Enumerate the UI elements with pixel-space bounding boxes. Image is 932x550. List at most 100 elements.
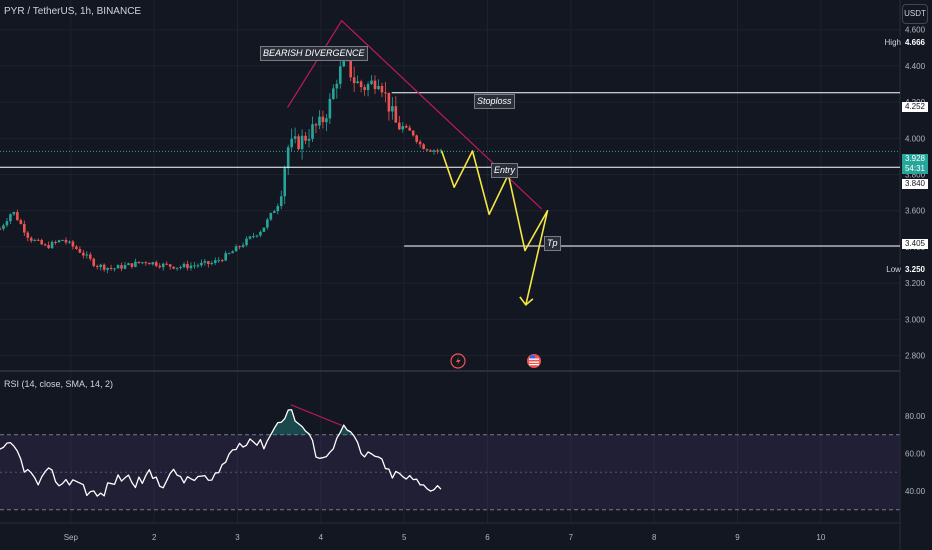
candle-body xyxy=(387,92,391,112)
candle-body xyxy=(429,150,432,152)
candle-body xyxy=(5,221,9,226)
candle-body xyxy=(349,58,352,78)
candle-body xyxy=(245,238,248,246)
rsi-divergence-line[interactable] xyxy=(290,404,342,426)
candle-body xyxy=(130,263,134,267)
lightning-icon[interactable] xyxy=(450,353,466,369)
candle-body xyxy=(88,254,92,259)
rsi-overbought-fill xyxy=(270,409,355,435)
candle-body xyxy=(92,258,96,266)
candle-body xyxy=(338,66,342,84)
bar-countdown: 54:31 xyxy=(904,164,925,173)
candle-body xyxy=(29,237,33,241)
candle-body xyxy=(106,267,109,270)
entry-price-tag: 3.840 xyxy=(901,179,928,189)
rsi-tick-label: 80.00 xyxy=(905,412,926,421)
time-tick-label: 7 xyxy=(569,533,574,542)
price-tick-label: 4.000 xyxy=(905,134,926,143)
entry-label[interactable]: Entry xyxy=(491,163,519,178)
candle-body xyxy=(290,138,293,148)
time-tick-label: 4 xyxy=(319,533,324,542)
candle-body xyxy=(179,267,182,269)
candle-body xyxy=(19,220,23,224)
candle-body xyxy=(144,262,148,264)
candle-body xyxy=(370,80,373,85)
candle-body xyxy=(363,87,366,91)
candle-body xyxy=(151,262,155,265)
candle-body xyxy=(85,254,89,256)
symbol-title[interactable]: PYR / TetherUS, 1h, BINANCE xyxy=(4,6,142,17)
candle-body xyxy=(71,241,75,247)
candle-body xyxy=(68,241,71,243)
candle-body xyxy=(255,235,259,237)
candle-body xyxy=(377,86,380,90)
divergence-trendline[interactable] xyxy=(286,19,543,210)
candle-body xyxy=(380,86,384,93)
candle-body xyxy=(54,241,57,243)
candle-body xyxy=(175,267,179,269)
candle-body xyxy=(141,262,144,264)
candle-body xyxy=(154,262,158,266)
candle-body xyxy=(314,124,318,126)
candle-body xyxy=(325,118,328,123)
candle-body xyxy=(200,262,203,266)
candle-body xyxy=(384,92,387,94)
candle-body xyxy=(61,239,64,241)
candle-body xyxy=(439,149,443,151)
candle-body xyxy=(342,59,346,67)
high-value: 4.666 xyxy=(904,38,925,47)
candle-body xyxy=(234,246,238,252)
candle-body xyxy=(127,263,130,265)
time-tick-label: 5 xyxy=(402,533,407,542)
candle-body xyxy=(238,246,241,248)
candle-body xyxy=(304,135,307,141)
candle-body xyxy=(158,265,162,268)
candle-body xyxy=(168,264,172,267)
currency-button[interactable]: USDT xyxy=(902,4,928,24)
tp-label[interactable]: Tp xyxy=(544,236,561,251)
candle-body xyxy=(78,249,82,253)
time-tick-label: 2 xyxy=(152,533,157,542)
candle-body xyxy=(411,130,415,136)
candle-body xyxy=(26,232,30,238)
divergence-label[interactable]: BEARISH DIVERGENCE xyxy=(260,46,368,61)
candle-body xyxy=(307,138,311,141)
candle-body xyxy=(259,231,262,236)
candle-body xyxy=(401,126,405,130)
candle-body xyxy=(196,265,200,267)
candle-body xyxy=(220,260,224,262)
candle-body xyxy=(210,262,214,265)
candle-body xyxy=(269,212,273,220)
candle-body xyxy=(134,261,137,267)
price-tick-label: 3.200 xyxy=(905,279,926,288)
candle-body xyxy=(328,98,332,119)
candles xyxy=(0,54,443,274)
candle-body xyxy=(248,236,252,239)
candle-body xyxy=(193,265,196,267)
rsi-indicator-title[interactable]: RSI (14, close, SMA, 14, 2) xyxy=(4,379,114,389)
candle-body xyxy=(273,211,276,213)
low-value: 3.250 xyxy=(904,265,925,274)
time-tick-label: 9 xyxy=(735,533,740,542)
price-axis-ticks: 4.6004.4004.2004.0003.8003.6003.4003.200… xyxy=(905,26,926,361)
candle-body xyxy=(137,261,141,263)
candle-body xyxy=(23,223,26,233)
candle-body xyxy=(116,265,120,269)
candle-body xyxy=(293,136,297,139)
time-tick-label: 10 xyxy=(816,533,825,542)
candle-body xyxy=(311,124,314,139)
low-label: Low xyxy=(886,265,901,274)
candle-body xyxy=(266,219,269,228)
candle-body xyxy=(391,106,394,112)
projection-zigzag[interactable] xyxy=(440,150,549,306)
projection-arrowhead xyxy=(519,296,534,307)
candle-body xyxy=(373,80,377,90)
us-flag-event-icon[interactable] xyxy=(527,354,541,368)
candle-body xyxy=(109,267,113,269)
stoploss-label[interactable]: Stoploss xyxy=(474,94,515,109)
candle-body xyxy=(224,253,227,261)
candle-body xyxy=(436,150,439,152)
candle-body xyxy=(352,77,356,84)
tp-price-tag: 3.405 xyxy=(901,239,928,249)
